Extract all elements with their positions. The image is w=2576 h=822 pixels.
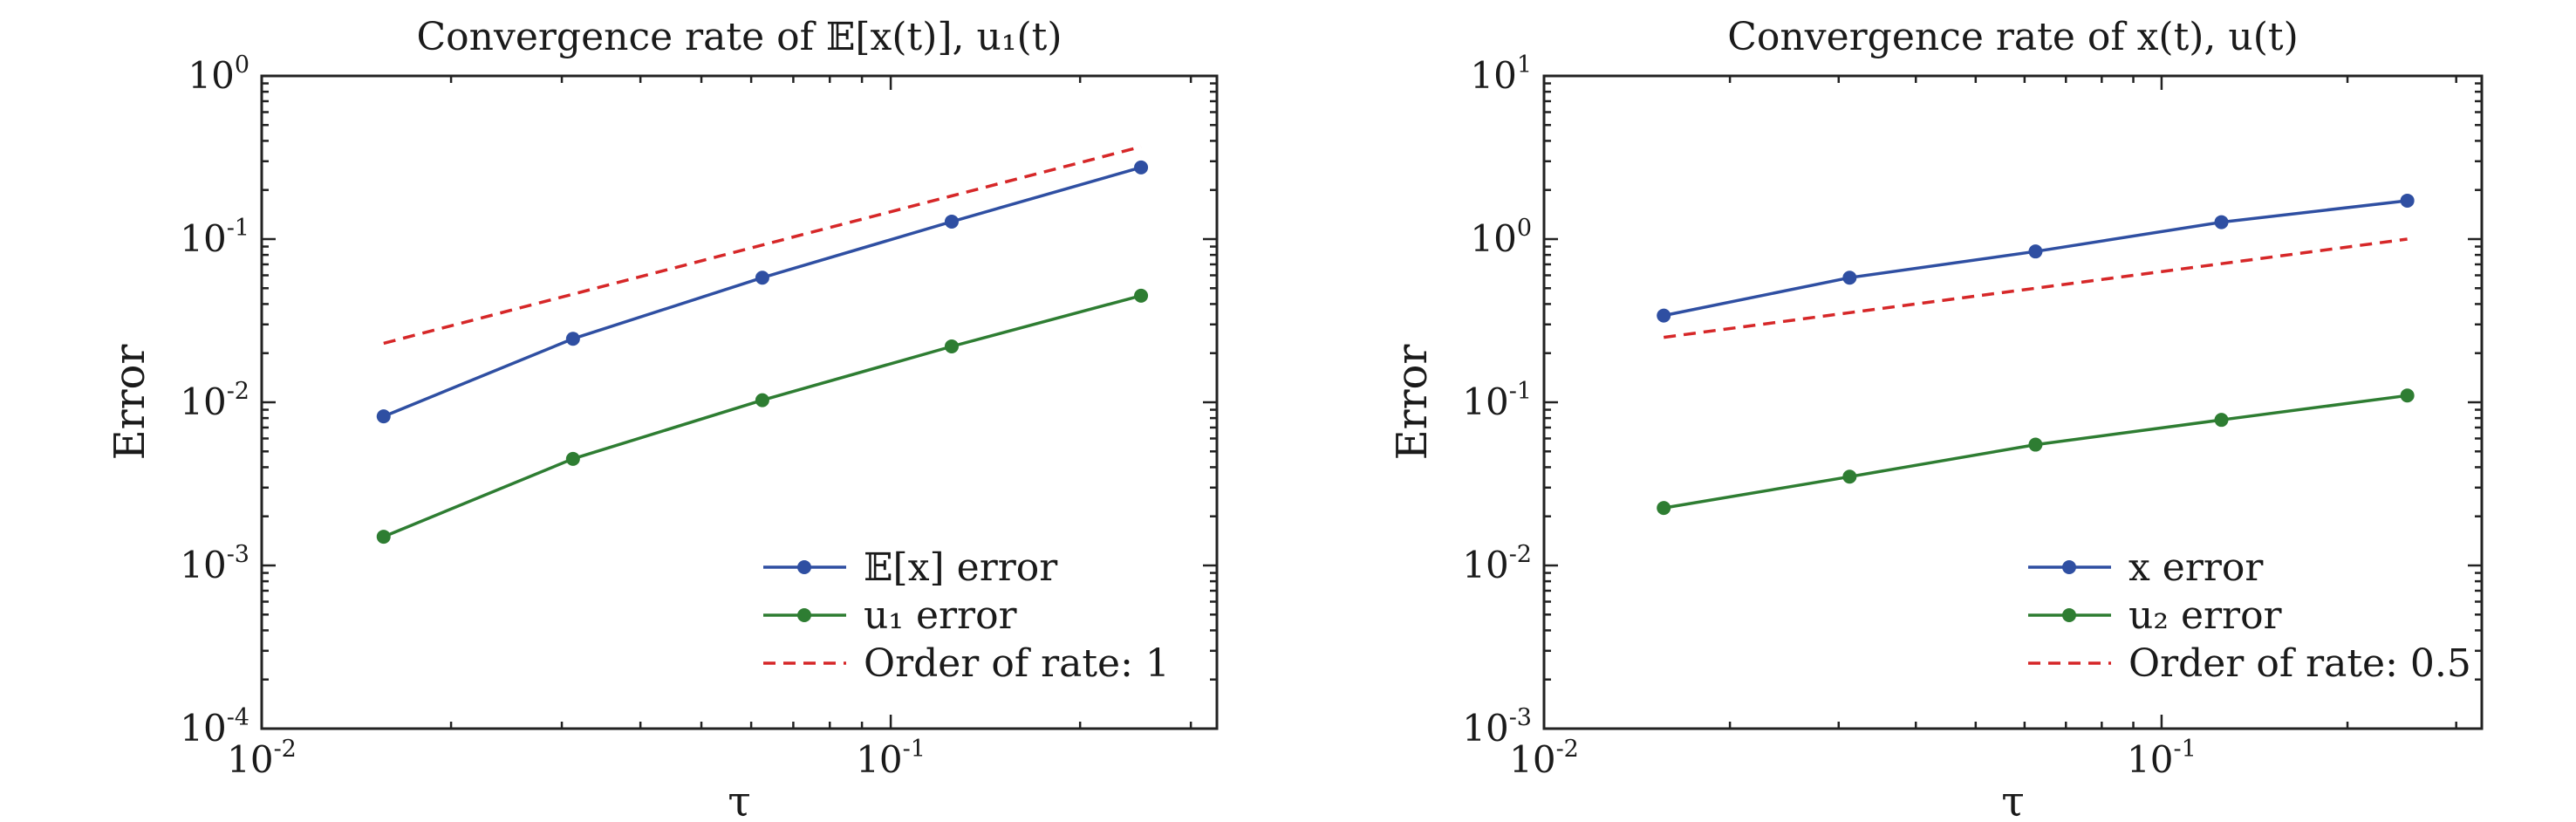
y-tick-label: 10-3 <box>1462 704 1532 750</box>
data-point <box>944 339 959 353</box>
legend-label: u₂ error <box>2128 593 2283 638</box>
y-axis-ticks: 10-3 10-2 10-1 100 101 <box>1462 51 2482 750</box>
series-2 <box>1657 388 2415 516</box>
data-point <box>944 214 959 229</box>
data-point <box>2028 437 2043 452</box>
series-1 <box>376 160 1149 424</box>
series-3 <box>1663 237 2408 339</box>
series-2 <box>376 288 1149 545</box>
legend-marker <box>797 608 811 622</box>
series-line <box>1663 394 2408 510</box>
data-point <box>376 409 391 424</box>
data-point <box>1657 308 1671 323</box>
chart-panel-1: 10-4 10-3 10-2 10-1 100 10-2 10-1 Convergence r… <box>106 15 1219 822</box>
y-tick-label: 100 <box>188 51 249 97</box>
series-line <box>383 166 1142 418</box>
chart-title: Convergence rate of 𝔼[x(t)], u₁(t) <box>416 15 1062 59</box>
data-point <box>2400 388 2415 403</box>
plot-frame <box>1542 74 2484 730</box>
data-point <box>565 332 580 346</box>
y-tick-label: 10-1 <box>1462 378 1532 423</box>
data-point <box>1842 271 1857 285</box>
data-point <box>2400 193 2415 208</box>
x-axis-ticks: 10-2 10-1 <box>227 76 1192 781</box>
legend-label: Order of rate: 1 <box>864 641 1170 686</box>
plot-frame <box>260 74 1219 730</box>
series-line <box>383 145 1142 346</box>
series-3 <box>383 145 1142 346</box>
y-tick-label: 101 <box>1470 51 1532 97</box>
y-tick-label: 10-2 <box>1462 541 1532 586</box>
legend-marker <box>2062 560 2076 574</box>
y-tick-label: 100 <box>1470 215 1532 260</box>
legend-label: u₁ error <box>864 593 1018 638</box>
data-point <box>1842 469 1857 484</box>
legend-marker <box>2062 608 2076 622</box>
y-axis-ticks: 10-4 10-3 10-2 10-1 100 <box>180 51 1217 750</box>
data-point <box>2214 215 2229 229</box>
legend-label: 𝔼[x] error <box>864 545 1058 590</box>
x-tick-label: 10-2 <box>1509 736 1579 781</box>
legend-marker <box>797 560 811 574</box>
chart-title: Convergence rate of x(t), u(t) <box>1727 15 2299 59</box>
x-axis-ticks: 10-2 10-1 <box>1509 76 2457 781</box>
series-line <box>1663 237 2408 339</box>
y-axis-label: Error <box>1388 345 1437 461</box>
x-tick-label: 10-1 <box>2127 736 2197 781</box>
series-line <box>383 294 1142 538</box>
legend-label: x error <box>2128 545 2264 590</box>
data-point <box>755 271 769 285</box>
data-point <box>2028 244 2043 259</box>
y-axis-label: Error <box>106 345 154 461</box>
y-tick-label: 10-4 <box>180 704 249 750</box>
x-tick-label: 10-2 <box>227 736 297 781</box>
data-point <box>376 530 391 545</box>
y-tick-label: 10-2 <box>180 378 249 423</box>
data-point <box>565 451 580 466</box>
legend-label: Order of rate: 0.5 <box>2128 641 2471 686</box>
y-tick-label: 10-3 <box>180 541 249 586</box>
data-point <box>1134 160 1149 175</box>
y-tick-label: 10-1 <box>180 215 249 260</box>
series-1 <box>1657 193 2415 323</box>
data-point <box>755 393 769 408</box>
x-axis-label: τ <box>2001 777 2025 822</box>
data-point <box>1134 288 1149 303</box>
x-axis-label: τ <box>728 777 751 822</box>
data-point <box>1657 501 1671 516</box>
data-point <box>2214 413 2229 428</box>
x-tick-label: 10-1 <box>856 736 926 781</box>
